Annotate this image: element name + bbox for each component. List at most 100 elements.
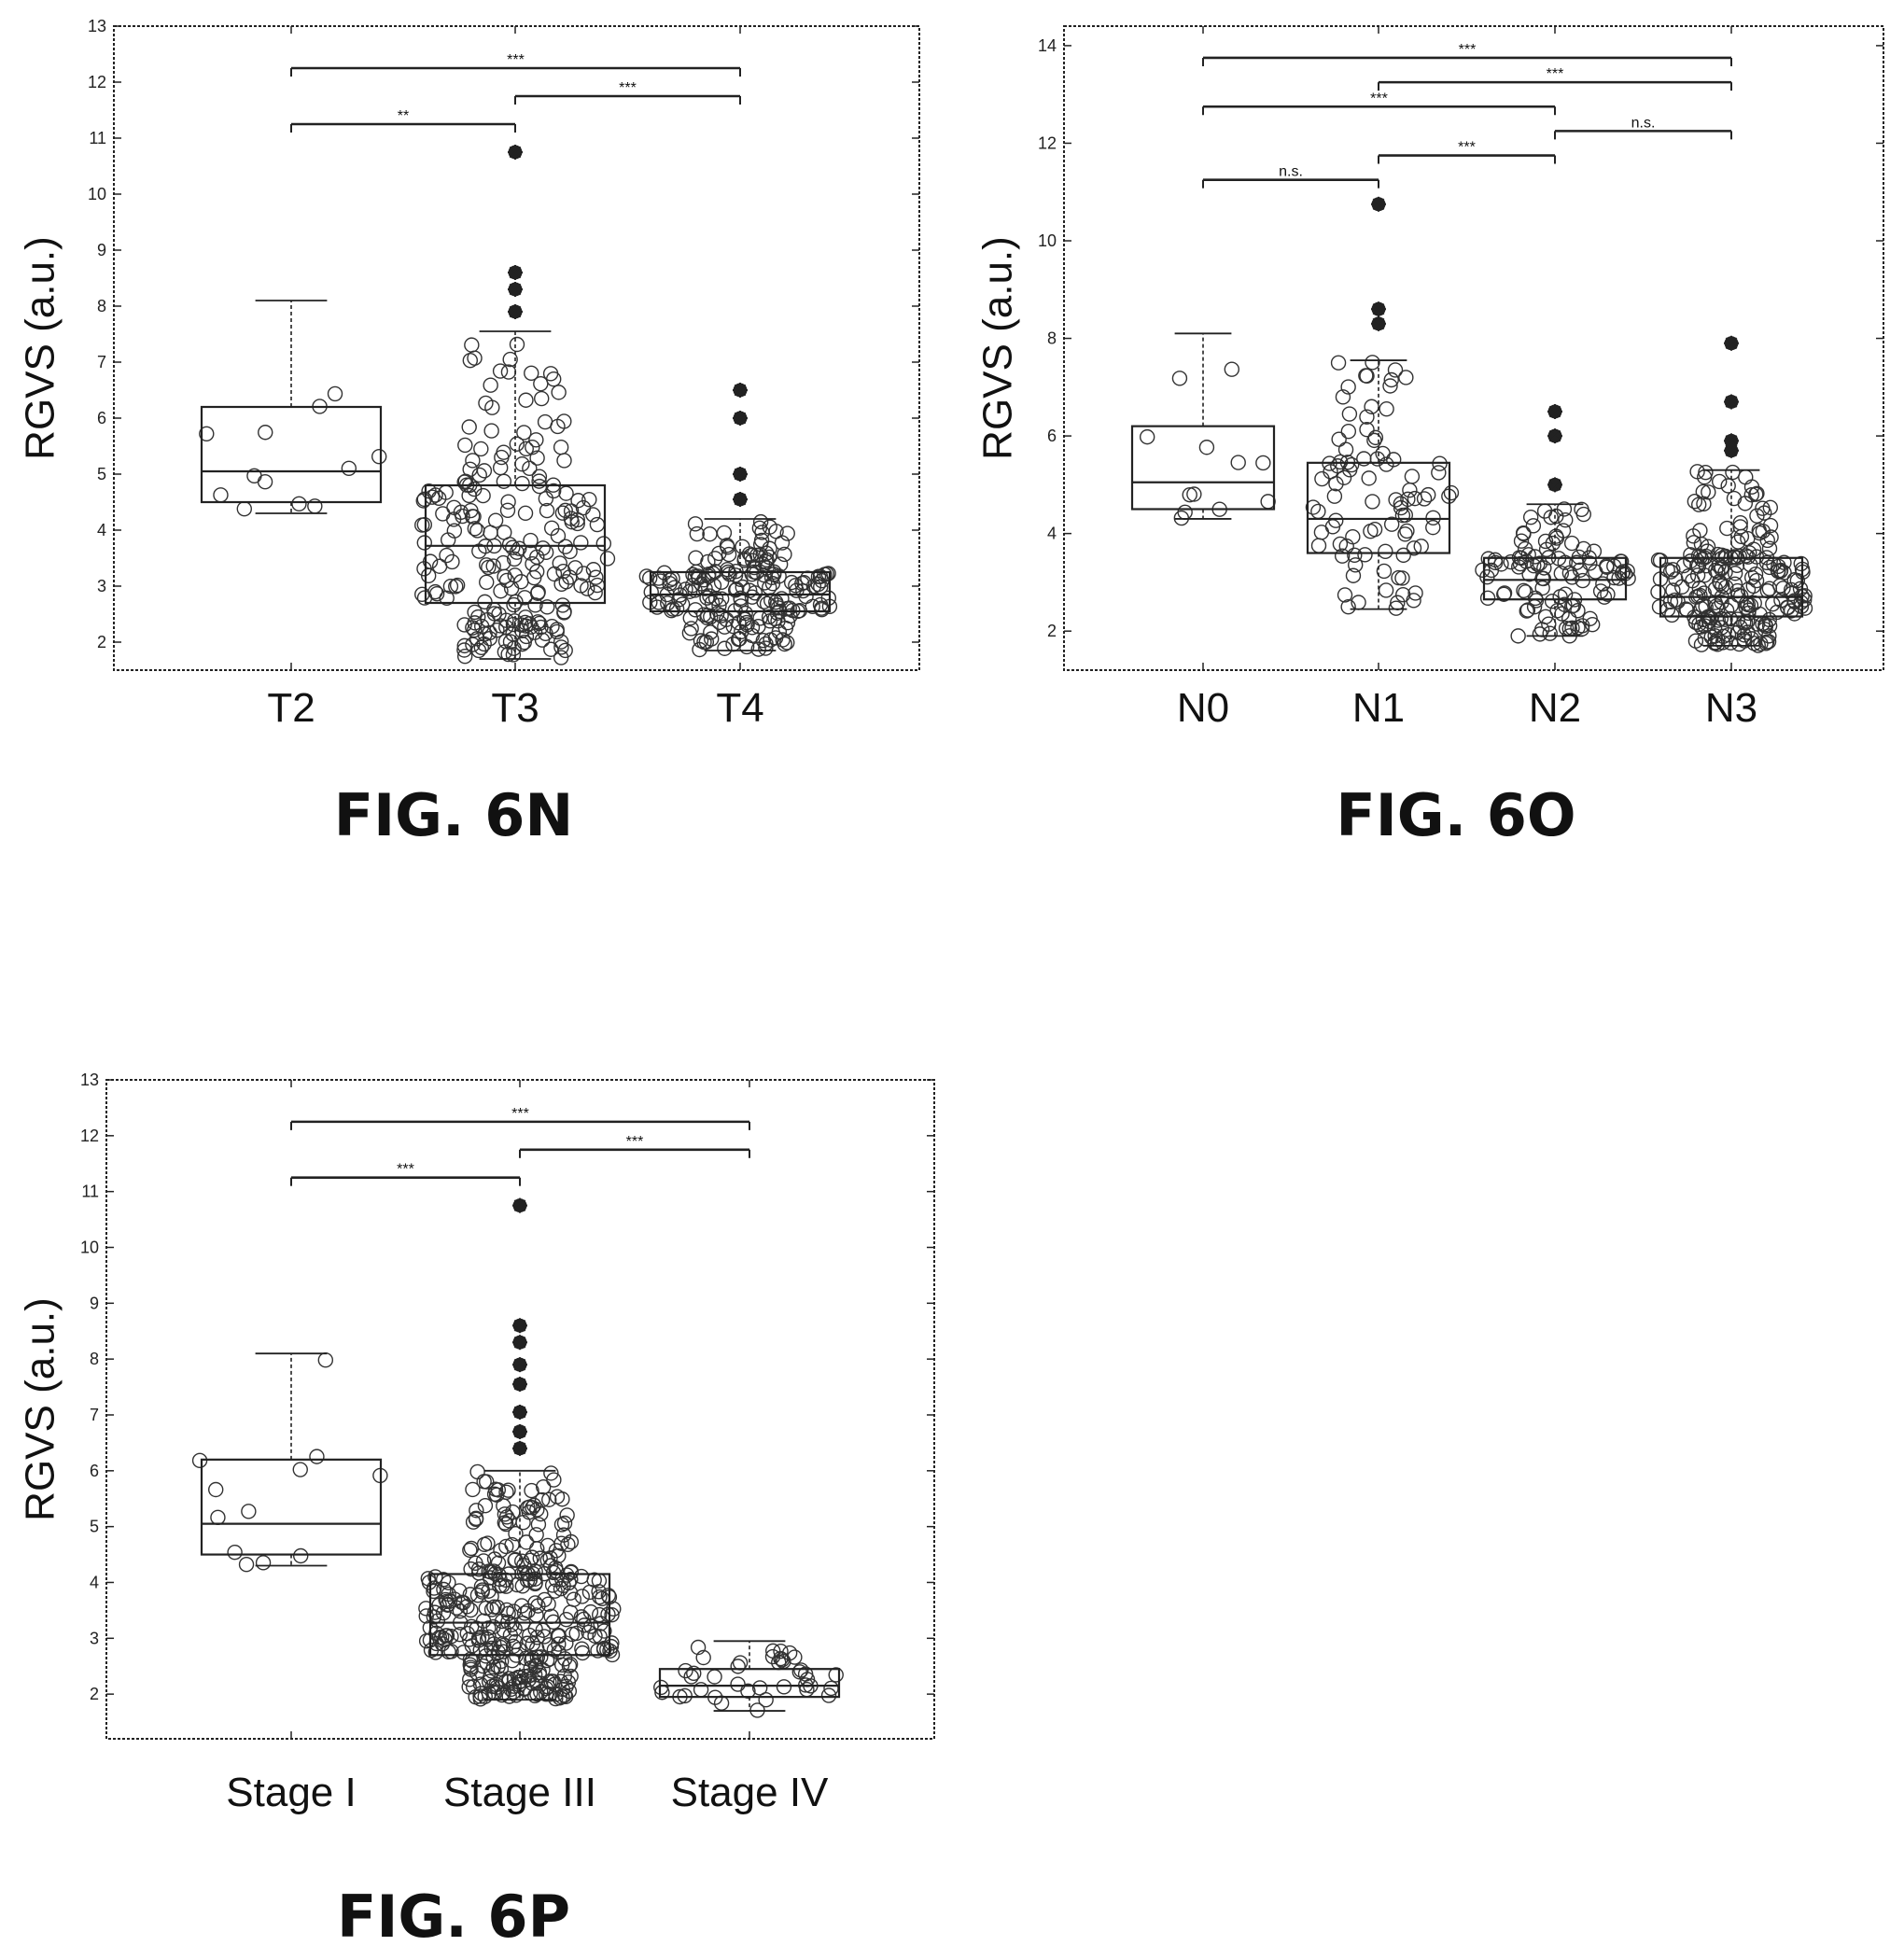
data-point — [556, 604, 572, 620]
box-group-n3 — [1650, 26, 1813, 670]
x-category-label: N3 — [1705, 685, 1757, 731]
data-point — [1519, 602, 1536, 618]
data-point — [693, 1682, 709, 1698]
data-point — [810, 568, 827, 584]
data-point — [341, 460, 357, 476]
data-point — [574, 1589, 590, 1604]
data-point — [545, 483, 562, 499]
x-category-label: N0 — [1177, 685, 1229, 731]
data-point — [462, 1587, 479, 1603]
data-point — [371, 448, 387, 465]
data-point — [309, 1449, 325, 1464]
data-point — [465, 1481, 481, 1498]
data-point — [1496, 585, 1513, 601]
data-point — [828, 1667, 844, 1683]
data-point — [476, 1536, 493, 1553]
data-point — [1347, 547, 1363, 564]
data-point — [1726, 490, 1743, 507]
data-point — [677, 1687, 693, 1704]
data-point — [427, 1645, 443, 1660]
data-point — [482, 1570, 498, 1586]
data-point — [552, 555, 567, 571]
data-point — [769, 605, 786, 622]
outlier-spoke — [734, 412, 747, 425]
data-point — [777, 620, 794, 637]
significance-label: *** — [1458, 140, 1476, 156]
data-point — [241, 1504, 257, 1519]
data-point — [553, 440, 569, 455]
data-point — [529, 1649, 546, 1665]
data-point — [1366, 432, 1382, 449]
data-point — [583, 1618, 599, 1634]
data-point — [446, 499, 462, 516]
y-tick-label: 3 — [97, 577, 106, 595]
data-point — [776, 1679, 792, 1695]
outlier-marker — [733, 492, 748, 507]
iqr-box — [649, 570, 832, 613]
outlier-marker — [1547, 477, 1562, 493]
iqr-box — [658, 1668, 841, 1699]
data-point — [522, 1627, 538, 1644]
data-point — [439, 547, 455, 564]
outlier-marker — [512, 1357, 527, 1373]
data-point — [477, 1498, 494, 1514]
panel-fig-6p: 2 3 4 5 6 7 8 9 10 11 12 13 RGVS (a.u.) Stage I Stage … — [18, 1071, 935, 1951]
data-point — [730, 1676, 746, 1692]
data-point — [475, 1658, 491, 1674]
y-tick-label: 10 — [1038, 231, 1057, 250]
data-point — [1388, 600, 1405, 616]
figure-label: FIG. 6N — [334, 781, 573, 849]
data-point — [1763, 529, 1779, 545]
data-point — [1730, 587, 1746, 603]
data-point — [487, 512, 504, 528]
data-point — [1746, 636, 1762, 651]
data-point — [1340, 379, 1356, 395]
significance-bracket: *** — [1202, 91, 1556, 116]
data-point — [537, 1591, 553, 1608]
data-point — [532, 1550, 548, 1566]
data-point — [479, 1474, 495, 1490]
data-point — [1525, 518, 1542, 534]
data-point — [448, 579, 464, 595]
significance-label: ** — [398, 108, 409, 124]
data-point — [486, 1486, 503, 1503]
data-point — [783, 574, 800, 591]
data-point — [1520, 547, 1536, 563]
data-point — [1743, 486, 1760, 503]
data-point — [1366, 522, 1383, 538]
data-point — [1186, 486, 1202, 502]
data-point — [1668, 571, 1684, 587]
outlier-spoke — [734, 493, 747, 506]
data-point — [479, 557, 495, 573]
outlier-marker — [512, 1377, 527, 1393]
data-point — [467, 604, 483, 621]
data-point — [1479, 590, 1496, 606]
data-point — [690, 1639, 707, 1656]
data-point — [1727, 566, 1743, 581]
data-point — [1365, 355, 1380, 371]
data-point — [476, 463, 493, 479]
figure-label: FIG. 6O — [1336, 781, 1575, 849]
box-group-t2 — [199, 26, 387, 670]
data-point — [596, 1623, 612, 1639]
data-point — [1710, 564, 1726, 581]
data-point — [1547, 528, 1564, 544]
data-point — [595, 536, 612, 552]
data-point — [592, 1589, 608, 1605]
data-point — [462, 352, 479, 369]
data-point — [482, 631, 497, 647]
plot-frame — [113, 25, 920, 671]
data-point — [553, 1517, 570, 1533]
data-point — [526, 1667, 543, 1683]
data-point — [713, 574, 730, 590]
data-point — [1385, 452, 1402, 468]
data-point — [525, 1500, 540, 1516]
data-point — [1171, 371, 1188, 386]
data-point — [496, 444, 511, 460]
data-point — [553, 650, 569, 665]
data-point — [442, 579, 459, 595]
data-point — [498, 619, 514, 636]
data-point — [711, 597, 727, 613]
data-point — [1364, 399, 1379, 414]
data-point — [546, 371, 562, 387]
